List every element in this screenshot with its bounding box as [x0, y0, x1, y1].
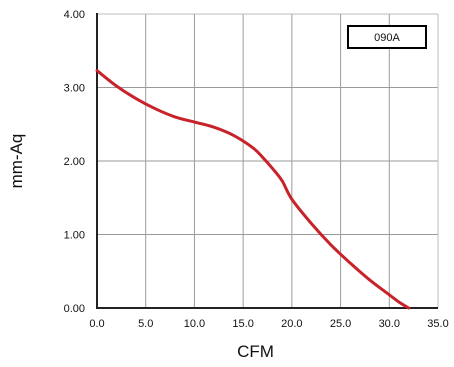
x-tick-label: 35.0 [427, 318, 448, 330]
x-tick-label: 15.0 [232, 318, 253, 330]
series-line-0 [95, 69, 411, 310]
label-layer: 0.0 5.0 10.0 15.0 20.0 25.0 30.0 35.0 0.00 1.00 2.… [7, 9, 449, 361]
y-tick-label: 3.00 [64, 83, 85, 95]
legend-label: 090A [374, 32, 400, 44]
x-tick-label: 10.0 [184, 318, 205, 330]
legend-box [347, 25, 427, 49]
grid-layer [97, 14, 438, 308]
x-tick-label: 5.0 [138, 318, 153, 330]
x-axis-title: CFM [237, 342, 274, 361]
y-tick-label: 1.00 [64, 230, 85, 242]
x-tick-label: 0.0 [89, 318, 104, 330]
y-axis-title: mm-Aq [7, 134, 26, 189]
y-tick-label: 2.00 [64, 156, 85, 168]
axis-layer [96, 13, 439, 309]
legend-layer: 090A [347, 25, 427, 49]
series-layer [95, 69, 411, 310]
y-tick-label: 4.00 [64, 9, 85, 21]
x-tick-label: 30.0 [379, 318, 400, 330]
x-tick-label: 20.0 [281, 318, 302, 330]
x-tick-label: 25.0 [330, 318, 351, 330]
y-tick-label: 0.00 [64, 303, 85, 315]
